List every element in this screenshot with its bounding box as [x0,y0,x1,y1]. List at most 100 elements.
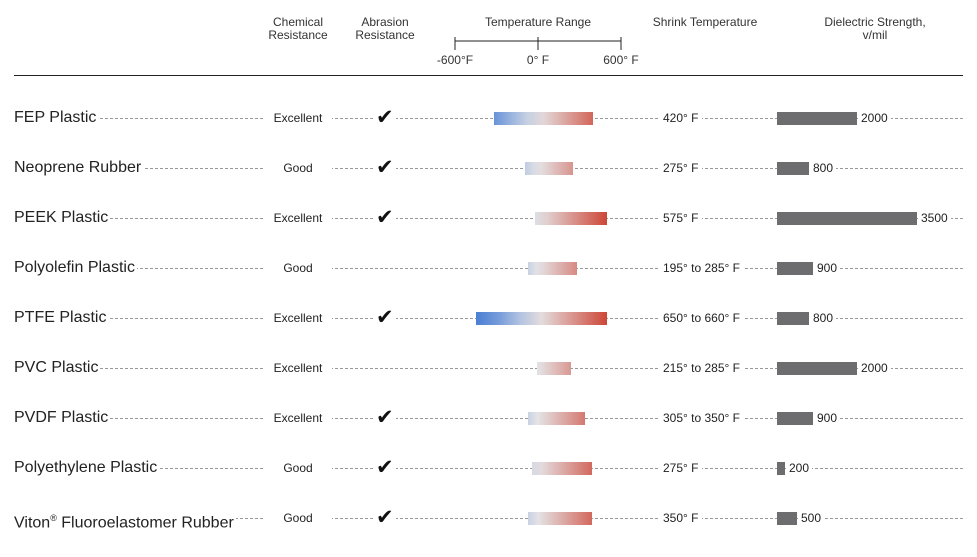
shrink-temperature-value: 195° to 285° F [659,261,744,275]
table-row: Polyolefin Plastic Good 195° to 285° F 900 [0,258,977,278]
material-name-text: PVC Plastic [14,359,99,376]
material-name: Polyolefin Plastic [14,258,137,278]
header-dielectric-line1: Dielectric Strength, [824,15,926,29]
dielectric-strength-bar [777,162,809,175]
dielectric-strength-bar [777,362,857,375]
dielectric-strength-bar [777,262,813,275]
row-leader-line [60,368,963,369]
dielectric-strength-value: 200 [786,461,813,475]
material-name-text: Viton [14,514,51,532]
dielectric-strength-value: 2000 [858,111,891,125]
header-chemical-line1: Chemical [272,15,323,29]
temperature-range-bar [528,512,592,525]
table-row: PVDF Plastic Excellent ✔ 305° to 350° F 900 [0,405,977,429]
dielectric-strength-value: 900 [814,261,841,275]
shrink-temperature-value: 305° to 350° F [659,411,744,425]
header-chemical-line2: Resistance [268,28,328,42]
chemical-resistance-value: Excellent [264,211,332,225]
dielectric-strength-value: 2000 [858,361,891,375]
material-name-text: Polyolefin Plastic [14,259,135,276]
material-name-text: PTFE Plastic [14,309,107,326]
material-name-text: Neoprene Rubber [14,159,142,176]
header-abrasion-line1: Abrasion [361,15,409,29]
header-divider [14,75,963,76]
material-name: Neoprene Rubber [14,158,144,178]
shrink-temperature-value: 215° to 285° F [659,361,744,375]
checkmark-icon: ✔ [374,305,396,329]
table-row: Neoprene Rubber Good ✔ 275° F 800 [0,155,977,179]
row-leader-line [60,468,963,469]
checkmark-icon: ✔ [374,155,396,179]
chemical-resistance-value: Excellent [264,311,332,325]
material-name: PVDF Plastic [14,408,111,428]
chemical-resistance-value: Good [264,461,332,475]
chemical-resistance-value: Excellent [264,411,332,425]
dielectric-strength-bar [777,512,797,525]
chemical-resistance-value: Excellent [264,361,332,375]
header-dielectric-line2: v/mil [862,28,888,42]
header-chemical-resistance: Chemical Resistance [258,16,338,42]
table-row: PTFE Plastic Excellent ✔ 650° to 660° F 800 [0,305,977,329]
material-name-text: Polyethylene Plastic [14,459,158,476]
row-leader-line [60,168,963,169]
temperature-tick-label-1: 0° F [527,53,549,67]
table-row: PEEK Plastic Excellent ✔ 575° F 3500 [0,205,977,229]
checkmark-icon: ✔ [374,405,396,429]
dielectric-strength-value: 500 [798,511,825,525]
chemical-resistance-value: Good [264,261,332,275]
table-row: Polyethylene Plastic Good ✔ 275° F 200 [0,455,977,479]
row-leader-line [60,518,963,519]
material-name: FEP Plastic [14,108,99,128]
shrink-temperature-value: 275° F [659,461,703,475]
material-name: PEEK Plastic [14,208,111,228]
temperature-range-bar [535,212,608,225]
header-temperature-range: Temperature Range [484,15,592,29]
material-name: PVC Plastic [14,358,101,378]
table-row: Viton® Fluoroelastomer Rubber Good ✔ 350° F… [0,505,977,534]
temperature-range-bar [528,412,586,425]
dielectric-strength-value: 900 [814,411,841,425]
shrink-temperature-value: 650° to 660° F [659,311,744,325]
material-name-suffix: Fluoroelastomer Rubber [56,514,234,532]
checkmark-icon: ✔ [374,455,396,479]
chemical-resistance-value: Good [264,511,332,525]
row-leader-line [60,218,963,219]
shrink-temperature-value: 350° F [659,511,703,525]
table-row: FEP Plastic Excellent ✔ 420° F 2000 [0,105,977,129]
material-name-text: FEP Plastic [14,109,97,126]
checkmark-icon: ✔ [374,105,396,129]
material-name: PTFE Plastic [14,308,109,328]
temperature-range-bar [537,362,572,375]
chemical-resistance-value: Excellent [264,111,332,125]
temperature-range-bar [528,262,578,275]
temperature-tick-label-2: 600° F [603,53,638,67]
temperature-range-bar [532,462,592,475]
dielectric-strength-bar [777,112,857,125]
header-dielectric-strength: Dielectric Strength, v/mil [800,16,950,42]
header-abrasion-line2: Resistance [355,28,415,42]
registered-mark: ® [50,513,57,523]
shrink-temperature-value: 420° F [659,111,703,125]
header-abrasion-resistance: Abrasion Resistance [345,16,425,42]
temperature-tick-label-0: -600°F [437,53,473,67]
chemical-resistance-value: Good [264,161,332,175]
row-leader-line [60,418,963,419]
material-name: Polyethylene Plastic [14,458,160,478]
header-shrink-temperature: Shrink Temperature [652,15,758,29]
material-name: Viton® Fluoroelastomer Rubber [14,508,236,534]
dielectric-strength-value: 800 [810,161,837,175]
shrink-temperature-value: 575° F [659,211,703,225]
dielectric-strength-value: 800 [810,311,837,325]
material-name-text: PEEK Plastic [14,209,109,226]
dielectric-strength-bar [777,412,813,425]
shrink-temperature-value: 275° F [659,161,703,175]
dielectric-strength-bar [777,212,917,225]
row-leader-line [60,268,963,269]
temperature-range-bar [475,312,608,325]
temperature-range-bar [524,162,573,175]
dielectric-strength-bar [777,312,809,325]
dielectric-strength-value: 3500 [918,211,951,225]
temperature-axis: -600°F 0° F 600° F [437,37,639,67]
temperature-range-bar [493,112,594,125]
dielectric-strength-bar [777,462,785,475]
